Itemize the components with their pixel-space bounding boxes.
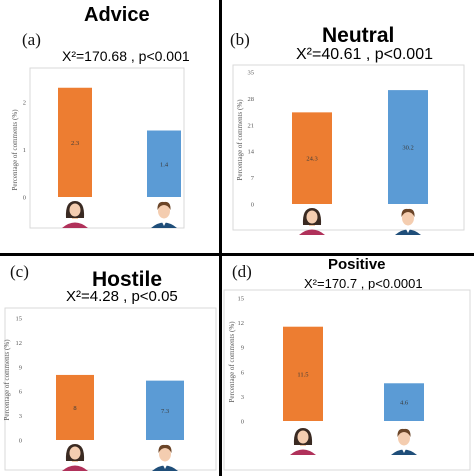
y-tick-label: 0 bbox=[251, 202, 254, 209]
y-tick-label: 0 bbox=[19, 438, 22, 445]
bar-female bbox=[56, 374, 94, 440]
woman-shoulders bbox=[62, 222, 88, 228]
woman-avatar-icon bbox=[62, 201, 88, 228]
y-tick-label: 14 bbox=[248, 149, 255, 156]
y-tick-label: 15 bbox=[16, 316, 23, 323]
bar-female bbox=[58, 87, 92, 197]
man-face bbox=[402, 210, 414, 226]
y-axis-title: Percentage of comments (%) bbox=[228, 321, 236, 403]
chart-frame bbox=[223, 289, 471, 471]
y-tick-label: 6 bbox=[241, 369, 245, 376]
y-tick-label: 3 bbox=[19, 413, 22, 420]
man-avatar-icon bbox=[151, 201, 177, 228]
woman-face bbox=[297, 430, 309, 444]
bar-male bbox=[147, 130, 181, 197]
y-tick-label: 35 bbox=[248, 70, 255, 77]
bar-data-label: 24.3 bbox=[306, 156, 317, 163]
panel-statistic: X²=170.68 , p<0.001 bbox=[62, 48, 190, 64]
panel-advice: (a) Advice X²=170.68 , p<0.001 bbox=[0, 0, 219, 253]
y-tick-label: 2 bbox=[23, 100, 26, 107]
woman-avatar-icon bbox=[299, 208, 325, 235]
panel-statistic: X²=40.61 , p<0.001 bbox=[296, 46, 433, 63]
panel-label: (a) bbox=[22, 30, 41, 49]
y-tick-label: 9 bbox=[241, 345, 244, 352]
bar-data-label: 4.6 bbox=[400, 400, 409, 407]
bar-male bbox=[388, 90, 428, 204]
vertical-divider bbox=[219, 0, 222, 476]
y-axis-title: Percentage of comments (%) bbox=[11, 109, 19, 191]
woman-shoulders bbox=[290, 449, 316, 455]
panel-label: (b) bbox=[230, 30, 250, 49]
y-tick-label: 12 bbox=[238, 320, 245, 327]
man-avatar-icon bbox=[152, 444, 178, 471]
y-tick-label: 7 bbox=[251, 175, 255, 182]
man-collar bbox=[401, 447, 407, 453]
y-tick-label: 28 bbox=[248, 96, 255, 103]
horizontal-divider bbox=[0, 253, 474, 256]
bar-male bbox=[384, 383, 424, 421]
panel-title: Positive bbox=[328, 256, 386, 273]
y-tick-label: 3 bbox=[241, 394, 244, 401]
woman-face bbox=[69, 203, 81, 217]
y-tick-label: 0 bbox=[241, 419, 244, 426]
chart-frame bbox=[29, 67, 185, 229]
bar-male bbox=[146, 380, 184, 440]
panel-label: (c) bbox=[10, 262, 29, 281]
man-face bbox=[398, 430, 410, 446]
bar-data-label: 7.3 bbox=[161, 408, 169, 415]
bar-data-label: 11.5 bbox=[297, 371, 308, 378]
bar-female bbox=[292, 112, 332, 204]
bar-female bbox=[283, 326, 323, 421]
y-tick-label: 12 bbox=[16, 340, 23, 347]
y-tick-label: 15 bbox=[238, 296, 245, 303]
man-collar bbox=[161, 220, 167, 226]
bar-data-label: 2.3 bbox=[71, 140, 79, 147]
y-tick-label: 0 bbox=[23, 195, 26, 202]
y-tick-label: 6 bbox=[19, 389, 23, 396]
bar-data-label: 30.2 bbox=[402, 145, 413, 152]
panel-statistic: X²=4.28 , p<0.05 bbox=[66, 288, 178, 305]
woman-shoulders bbox=[299, 229, 325, 235]
y-axis-title: Percentage of comments (%) bbox=[3, 339, 11, 421]
man-face bbox=[159, 446, 171, 462]
bar-data-label: 1.4 bbox=[160, 161, 169, 168]
man-hair bbox=[157, 201, 171, 210]
y-tick-label: 9 bbox=[19, 364, 22, 371]
man-face bbox=[158, 203, 170, 219]
bar-data-label: 8 bbox=[73, 405, 76, 412]
man-collar bbox=[405, 227, 411, 233]
panel-statistic: X²=170.7 , p<0.0001 bbox=[304, 276, 423, 291]
woman-avatar-icon bbox=[290, 428, 316, 455]
woman-face bbox=[306, 210, 318, 224]
man-hair bbox=[158, 444, 172, 453]
panel-positive: (d) Positive X²=170.7 , p<0.0001 bbox=[222, 256, 474, 476]
man-collar bbox=[162, 463, 168, 469]
man-avatar-icon bbox=[391, 428, 417, 455]
panel-hostile: (c) Hostile X²=4.28 , p<0.05 bbox=[0, 256, 219, 476]
woman-avatar-icon bbox=[62, 444, 88, 471]
panel-neutral: (b) Neutral X²=40.61 , p<0.001 bbox=[222, 0, 474, 253]
panel-title: Advice bbox=[84, 4, 150, 26]
man-hair bbox=[397, 428, 411, 437]
panel-title: Hostile bbox=[92, 268, 163, 291]
man-avatar-icon bbox=[395, 208, 421, 235]
chart-frame bbox=[232, 64, 465, 231]
panel-label: (d) bbox=[232, 262, 252, 281]
y-tick-label: 21 bbox=[248, 122, 255, 129]
man-hair bbox=[401, 208, 415, 217]
chart-frame bbox=[4, 307, 217, 471]
y-axis-title: Percentage of comments (%) bbox=[236, 99, 244, 181]
woman-shoulders bbox=[62, 465, 88, 471]
y-tick-label: 1 bbox=[23, 147, 26, 154]
woman-face bbox=[69, 446, 81, 460]
panel-title: Neutral bbox=[322, 24, 395, 47]
